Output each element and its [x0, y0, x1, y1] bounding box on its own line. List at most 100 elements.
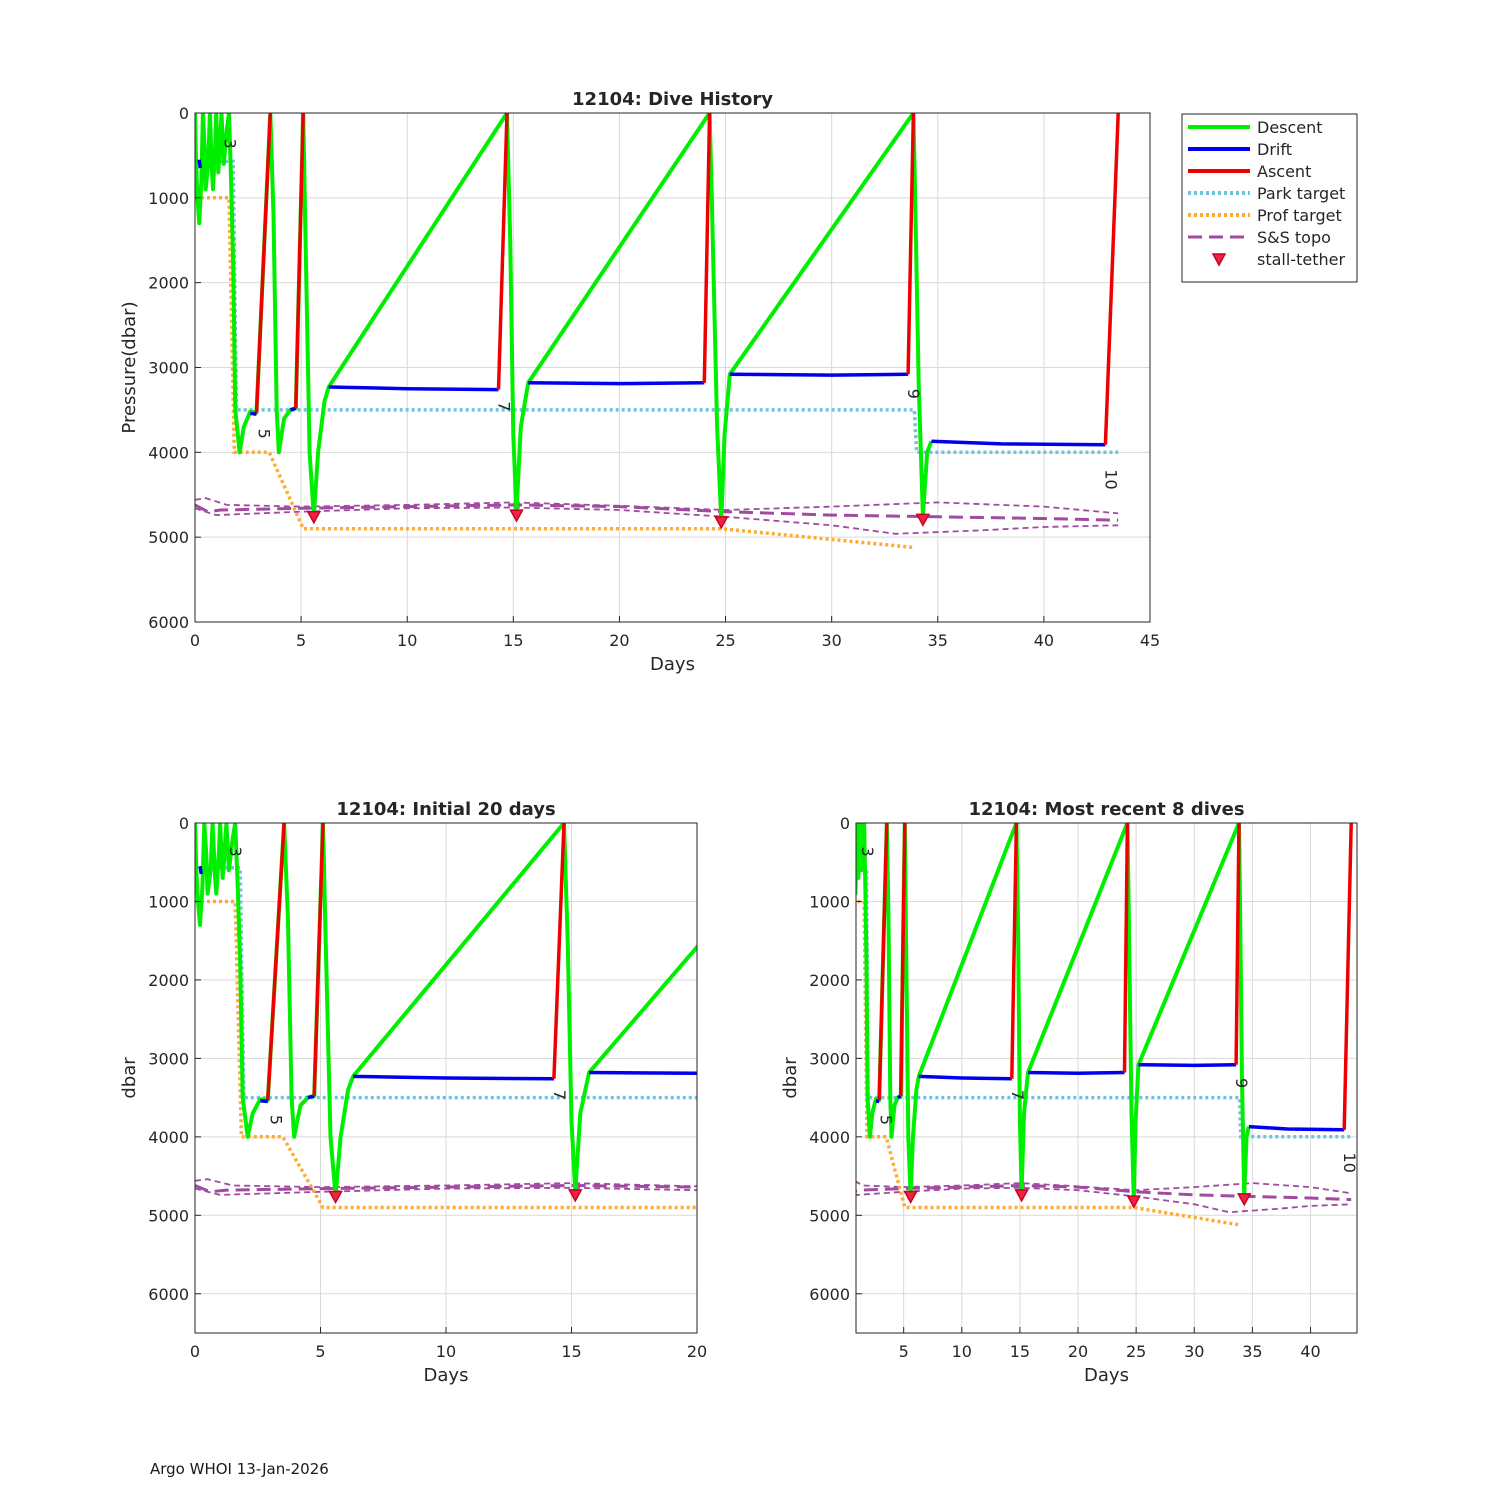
x-tick-label: 30	[1184, 1342, 1204, 1361]
chart-title: 12104: Most recent 8 dives	[968, 799, 1244, 820]
drift-line	[1027, 1070, 1125, 1076]
y-tick-label: 2000	[809, 971, 850, 990]
drift-line	[260, 1099, 268, 1104]
plot-area: 3 5 7 9 10	[848, 823, 1357, 1227]
y-axis-label: dbar	[780, 1057, 801, 1099]
cycle-label: 9	[1232, 1078, 1251, 1088]
drift-line	[848, 866, 849, 874]
stall-tether-marker	[903, 1190, 918, 1205]
legend: Descent Drift Ascent Park target Prof target…	[1181, 113, 1358, 283]
y-tick-label: 6000	[148, 1285, 189, 1304]
x-axis-label: Days	[424, 1365, 469, 1386]
ascent-line	[877, 823, 889, 1101]
prof-target-line	[195, 196, 913, 550]
drift-line	[307, 1094, 315, 1100]
y-tick-label: 0	[179, 814, 189, 833]
topo-main-line	[195, 1183, 697, 1194]
drift-line	[198, 865, 204, 875]
x-tick-label: 5	[315, 1342, 325, 1361]
drift-line	[328, 385, 499, 392]
topo-upper-line	[856, 1180, 1352, 1195]
drift-line	[197, 159, 203, 169]
y-tick-label: 3000	[148, 359, 189, 378]
y-tick-label: 4000	[148, 1128, 189, 1147]
topo-lower-line	[195, 506, 1119, 535]
cycle-label: 10	[1101, 469, 1120, 489]
park-target-line	[856, 865, 1352, 1139]
stall-tether-marker	[568, 1189, 583, 1203]
stall-tether-marker	[509, 509, 524, 523]
x-tick-label: 15	[561, 1342, 581, 1361]
y-tick-label: 4000	[148, 443, 189, 462]
drift-line	[729, 372, 909, 377]
legend-label: Prof target	[1257, 206, 1342, 225]
y-tick-label: 2000	[148, 971, 189, 990]
cycle-label: 9	[904, 389, 923, 399]
y-axis-label: Pressure(dbar)	[119, 301, 140, 433]
y-tick-label: 0	[840, 814, 850, 833]
ascent-line	[496, 113, 509, 390]
x-tick-label: 40	[1034, 631, 1054, 650]
topo-main-line	[195, 503, 1119, 522]
y-tick-label: 5000	[148, 1206, 189, 1225]
cycle-label: 5	[876, 1115, 895, 1125]
stall-tether-marker	[1014, 1189, 1029, 1203]
park-target-line	[195, 159, 1119, 455]
ascent-line	[899, 823, 907, 1097]
x-tick-label: 35	[928, 631, 948, 650]
x-tick-label: 40	[1300, 1342, 1320, 1361]
x-tick-label: 20	[687, 1342, 707, 1361]
prof-target-line	[195, 899, 697, 1210]
drift-line	[875, 1099, 880, 1104]
x-tick-label: 0	[190, 1342, 200, 1361]
cycle-label: 5	[266, 1115, 285, 1125]
ascent-line	[294, 113, 305, 409]
y-axis-label: dbar	[119, 1057, 140, 1099]
cycle-label: 7	[550, 1090, 569, 1100]
x-tick-label: 45	[1140, 631, 1160, 650]
cycle-label: 3	[221, 138, 240, 148]
ascent-line	[552, 823, 566, 1079]
y-tick-label: 6000	[809, 1285, 850, 1304]
x-tick-label: 5	[296, 631, 306, 650]
ascent-line	[702, 113, 712, 383]
x-tick-label: 35	[1242, 1342, 1262, 1361]
drift-line	[528, 381, 705, 386]
topo-upper-line	[195, 1178, 697, 1189]
descent-line	[195, 823, 697, 1198]
cycle-label: 7	[1008, 1090, 1027, 1100]
legend-label: S&S topo	[1257, 228, 1331, 247]
ascent-line	[254, 113, 273, 413]
drift-line	[896, 1094, 902, 1100]
y-tick-label: 2000	[148, 274, 189, 293]
descent-line	[856, 823, 1251, 1202]
ascent-line	[1103, 113, 1120, 445]
drift-line	[1248, 1124, 1345, 1132]
stall-tether-marker	[1236, 1193, 1252, 1207]
stall-tether-marker	[1126, 1195, 1142, 1209]
topo-lower-line	[856, 1186, 1352, 1214]
ascent-line	[266, 823, 286, 1101]
plot-area: 3 5 7	[195, 823, 1062, 1210]
plot-area: 3 5 7 9 10	[195, 113, 1120, 550]
ascent-line	[1010, 823, 1019, 1079]
drift-line	[1138, 1062, 1237, 1068]
stall-tether-marker	[1050, 1194, 1062, 1205]
cycle-label: 3	[858, 847, 877, 857]
x-tick-label: 15	[1010, 1342, 1030, 1361]
y-tick-label: 4000	[809, 1128, 850, 1147]
x-axis-label: Days	[650, 654, 695, 675]
x-axis-label: Days	[1084, 1365, 1129, 1386]
x-tick-label: 10	[397, 631, 417, 650]
ascent-line	[1122, 823, 1130, 1073]
y-tick-label: 0	[179, 104, 189, 123]
y-tick-label: 1000	[809, 892, 850, 911]
y-tick-label: 1000	[148, 892, 189, 911]
cycle-label: 3	[226, 847, 245, 857]
legend-label: Drift	[1257, 140, 1292, 159]
drift-line	[931, 439, 1106, 447]
